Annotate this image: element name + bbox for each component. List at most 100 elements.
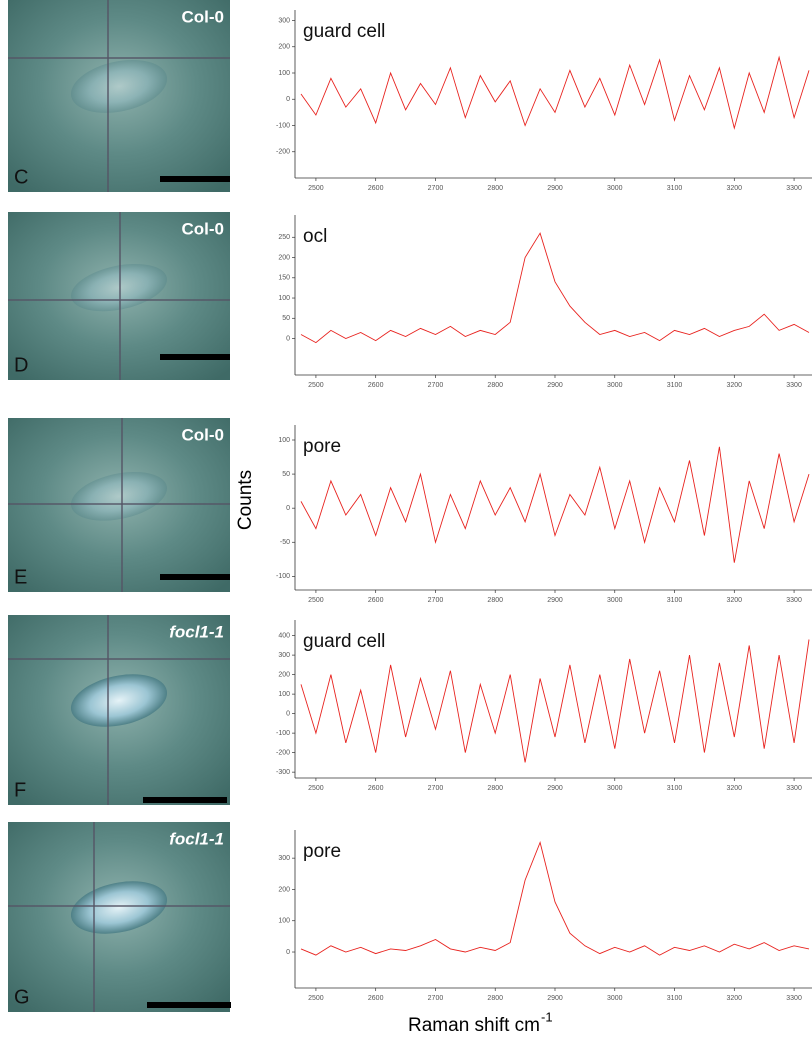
x-tick-label: 2700 [428,785,444,792]
y-tick-label: 200 [278,886,290,893]
genotype-label: focl1-1 [169,829,224,848]
spectrum-annotation: guard cell [303,631,385,652]
y-tick-label: -200 [276,749,290,756]
y-tick-label: 100 [278,691,290,698]
panel-letter: C [14,166,28,188]
stoma [70,59,168,113]
panel-letter: G [14,986,30,1008]
x-tick-label: 3300 [786,785,802,792]
x-tick-label: 2800 [487,382,503,389]
x-tick-label: 2800 [487,185,503,192]
x-tick-label: 3000 [607,382,623,389]
y-tick-label: 0 [286,710,290,717]
y-tick-label: 50 [282,315,290,322]
x-tick-label: 3100 [667,382,683,389]
x-tick-label: 2500 [308,597,324,604]
panel-letter: E [14,566,27,588]
panel-letter: F [14,779,26,801]
x-tick-label: 2500 [308,995,324,1002]
y-tick-label: -300 [276,769,290,776]
plot-area [300,639,810,763]
x-tick-label: 2600 [368,382,384,389]
y-tick-label: 100 [278,70,290,77]
plot-area [300,446,810,563]
x-tick-label: 3200 [727,785,743,792]
spectrum-line [300,55,810,130]
x-tick-label: 2700 [428,185,444,192]
x-tick-label: 2600 [368,597,384,604]
scale-bar [147,1002,231,1008]
spectrum-annotation: pore [303,436,341,457]
x-tick-label: 2900 [547,185,563,192]
y-tick-label: 300 [278,17,290,24]
scale-bar [160,574,230,580]
y-axis-label: Counts [235,470,256,530]
x-tick-label: 3000 [607,785,623,792]
y-tick-label: 200 [278,671,290,678]
x-tick-label: 2600 [368,185,384,192]
y-tick-label: 50 [282,471,290,478]
y-tick-label: 100 [278,918,290,925]
x-tick-label: 3100 [667,785,683,792]
y-tick-label: 400 [278,632,290,639]
plot-area [300,232,810,344]
x-tick-label: 3300 [786,382,802,389]
x-tick-label: 2600 [368,785,384,792]
spectrum-line [300,639,810,763]
x-tick-label: 3100 [667,597,683,604]
y-tick-label: -100 [276,122,290,129]
x-tick-label: 3300 [786,597,802,604]
x-tick-label: 2900 [547,995,563,1002]
x-tick-label: 2900 [547,382,563,389]
y-tick-label: 250 [278,234,290,241]
x-tick-label: 3200 [727,382,743,389]
scale-bar [160,354,230,360]
y-tick-label: -50 [280,539,290,546]
x-tick-label: 2500 [308,382,324,389]
spectrum-line [300,232,810,344]
y-tick-label: 0 [286,505,290,512]
x-tick-label: 3000 [607,995,623,1002]
y-tick-label: -100 [276,573,290,580]
y-tick-label: 0 [286,949,290,956]
x-tick-label: 2500 [308,785,324,792]
plot-area [300,55,810,130]
genotype-label: Col-0 [182,425,225,444]
stoma [70,674,168,727]
y-tick-label: 200 [278,44,290,51]
x-tick-label: 2700 [428,382,444,389]
x-tick-label: 3000 [607,597,623,604]
spectrum-annotation: guard cell [303,21,385,42]
x-tick-label: 3200 [727,995,743,1002]
x-tick-label: 3000 [607,185,623,192]
x-tick-label: 2900 [547,785,563,792]
spectrum-line [300,841,810,956]
y-tick-label: 300 [278,652,290,659]
x-axis-label: Raman shift cm [408,1015,540,1036]
spectrum-line [300,446,810,563]
x-tick-label: 2700 [428,995,444,1002]
y-tick-label: 0 [286,335,290,342]
x-tick-label: 2700 [428,597,444,604]
x-axis-label-superscript: -1 [541,1009,553,1024]
genotype-label: Col-0 [182,219,225,238]
x-tick-label: 2800 [487,995,503,1002]
x-tick-label: 2900 [547,597,563,604]
y-tick-label: 0 [286,96,290,103]
x-tick-label: 3100 [667,995,683,1002]
x-tick-label: 2800 [487,597,503,604]
spectrum-annotation: pore [303,841,341,862]
x-tick-label: 3200 [727,597,743,604]
y-tick-label: -200 [276,149,290,156]
stoma [70,471,168,521]
genotype-label: focl1-1 [169,622,224,641]
genotype-label: Col-0 [182,7,225,26]
x-tick-label: 2500 [308,185,324,192]
y-tick-label: 150 [278,275,290,282]
panel-letter: D [14,354,28,376]
x-tick-label: 2800 [487,785,503,792]
x-tick-label: 3300 [786,995,802,1002]
y-tick-label: 100 [278,295,290,302]
scale-bar [160,176,230,182]
